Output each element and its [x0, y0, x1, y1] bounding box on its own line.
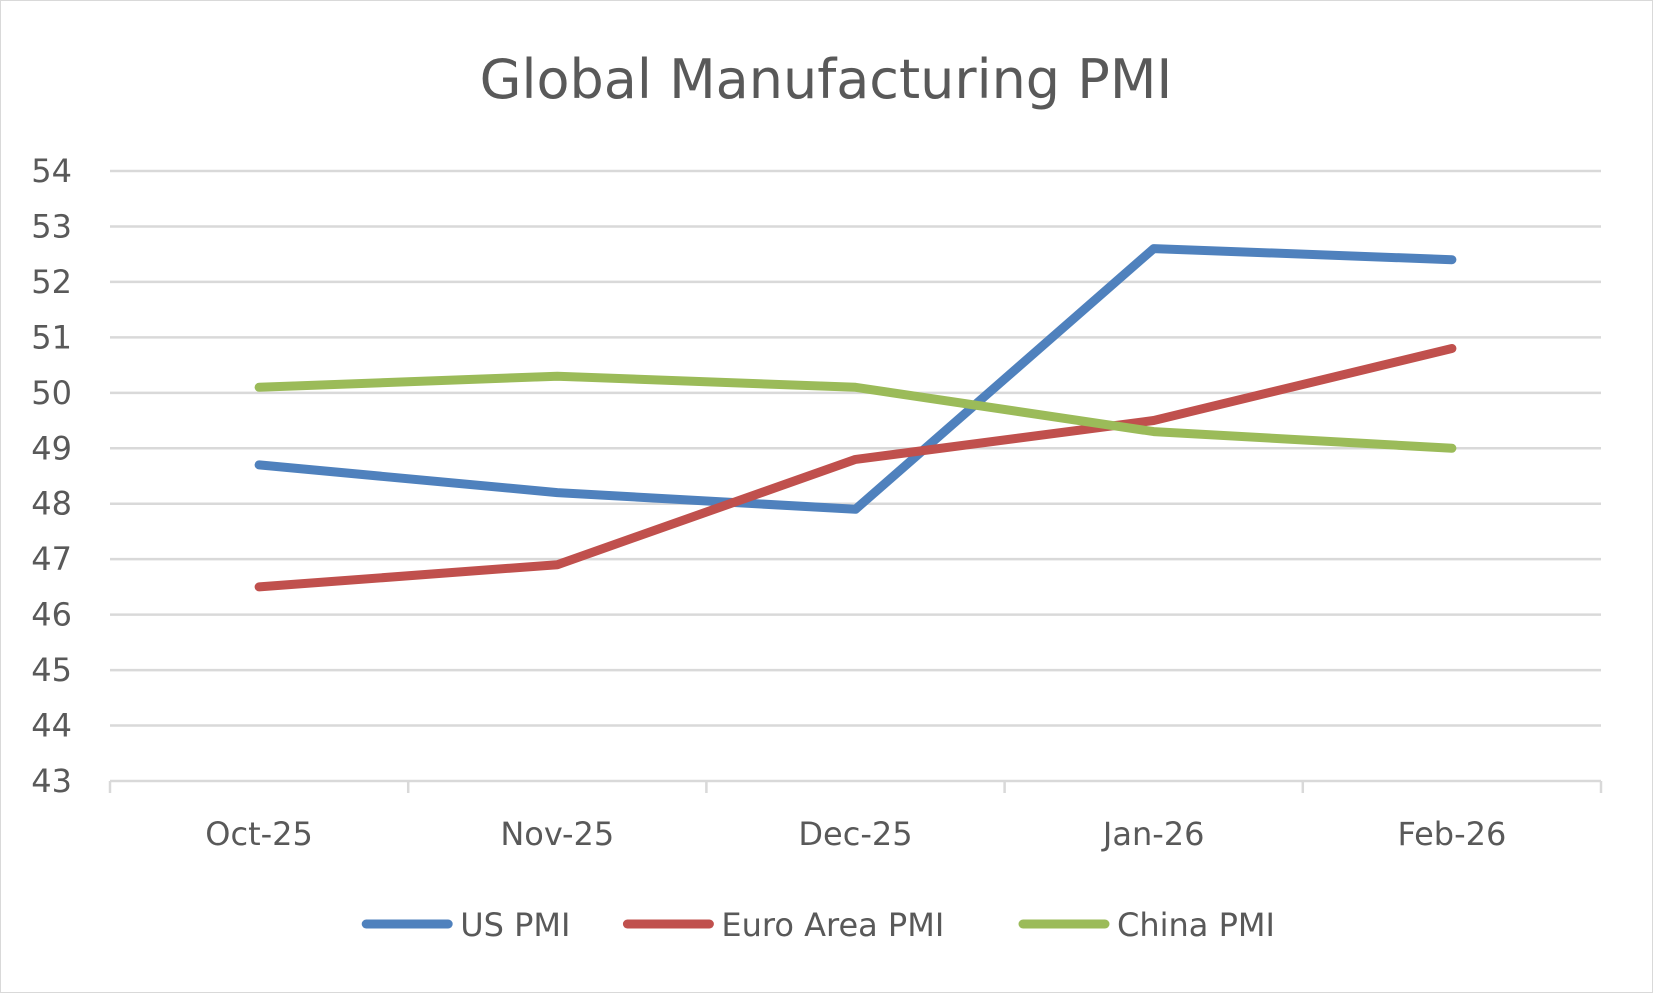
y-axis: 43 44 45 46 47 48 49 50 51 52 53 54 [31, 152, 72, 800]
series-line-china-pmi [254, 371, 1457, 453]
y-tick-label: 44 [31, 707, 72, 745]
legend-label: Euro Area PMI [721, 906, 944, 944]
x-tick-label: Feb-26 [1397, 815, 1506, 853]
y-tick-label: 52 [31, 263, 72, 301]
x-tick-label: Dec-25 [798, 815, 912, 853]
legend-item: Euro Area PMI [622, 906, 944, 944]
y-tick-label: 43 [31, 762, 72, 800]
y-tick-label: 47 [31, 540, 72, 578]
legend-label: US PMI [460, 906, 570, 944]
legend: US PMI Euro Area PMI China PMI [361, 906, 1275, 944]
series-lines [254, 244, 1457, 592]
y-tick-label: 51 [31, 318, 72, 356]
y-tick-label: 45 [31, 651, 72, 689]
legend-label: China PMI [1117, 906, 1275, 944]
x-axis: Oct-25 Nov-25 Dec-25 Jan-26 Feb-26 [108, 779, 1603, 853]
chart-title: Global Manufacturing PMI [480, 48, 1173, 111]
y-tick-label: 48 [31, 485, 72, 523]
y-tick-label: 50 [31, 374, 72, 412]
y-tick-label: 53 [31, 207, 72, 245]
gridlines [110, 169, 1601, 727]
legend-item: US PMI [361, 906, 570, 944]
y-tick-label: 49 [31, 429, 72, 467]
x-tick-label: Oct-25 [205, 815, 313, 853]
y-tick-label: 46 [31, 596, 72, 634]
legend-item: China PMI [1018, 906, 1275, 944]
x-tick-label: Nov-25 [500, 815, 614, 853]
x-tick-label: Jan-26 [1101, 815, 1205, 853]
y-tick-label: 54 [31, 152, 72, 190]
